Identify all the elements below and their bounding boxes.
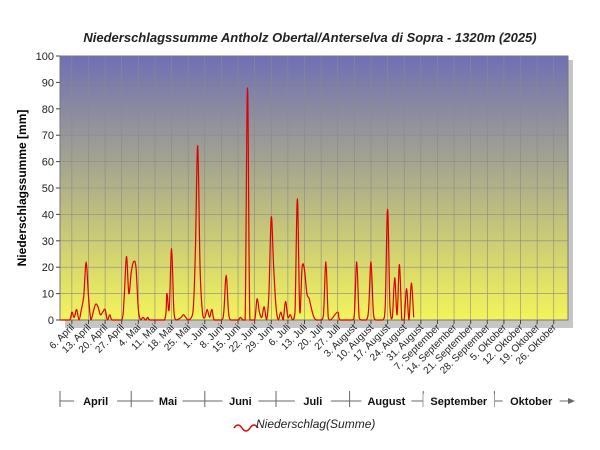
y-tick-label: 100 [36,51,54,63]
y-tick-label: 0 [48,315,54,327]
month-label-bg [423,394,495,408]
y-tick-label: 60 [42,157,54,169]
month-axis-arrow [568,398,575,404]
y-axis-ticks: 0 10 20 30 40 50 60 70 80 90 100 [36,51,60,327]
y-tick-label: 20 [42,262,54,274]
legend-label: Niederschlag(Summe) [256,417,375,431]
month-label: April [83,396,108,408]
month-label-bg [361,394,412,408]
month-axis: April Mai Juni Juli August September Oktober [59,391,575,408]
y-axis-label: Niederschlagssumme [mm] [15,110,29,267]
y-tick-label: 40 [42,209,54,221]
y-tick-label: 70 [42,130,54,142]
month-label-bg [502,394,560,408]
month-label: Juni [229,396,252,408]
y-tick-label: 50 [42,183,54,195]
legend-swatch-line [233,424,259,432]
legend: Niederschlag(Summe) [233,417,375,432]
y-tick-label: 30 [42,236,54,248]
month-label-bg [222,394,259,408]
month-label-bg [153,394,183,408]
y-tick-label: 10 [42,289,54,301]
month-label: August [367,396,405,408]
chart-title: Niederschlagssumme Antholz Obertal/Anter… [83,30,536,45]
month-label-bg [294,394,331,408]
grid-lines [60,56,568,320]
month-label: Oktober [510,396,553,408]
y-tick-label: 90 [42,77,54,89]
month-label: September [430,396,488,408]
y-tick-label: 80 [42,104,54,116]
month-label: Juli [303,396,322,408]
month-label: Mai [159,396,177,408]
month-label-bg [74,394,118,408]
series-line-niederschlag [59,87,415,321]
